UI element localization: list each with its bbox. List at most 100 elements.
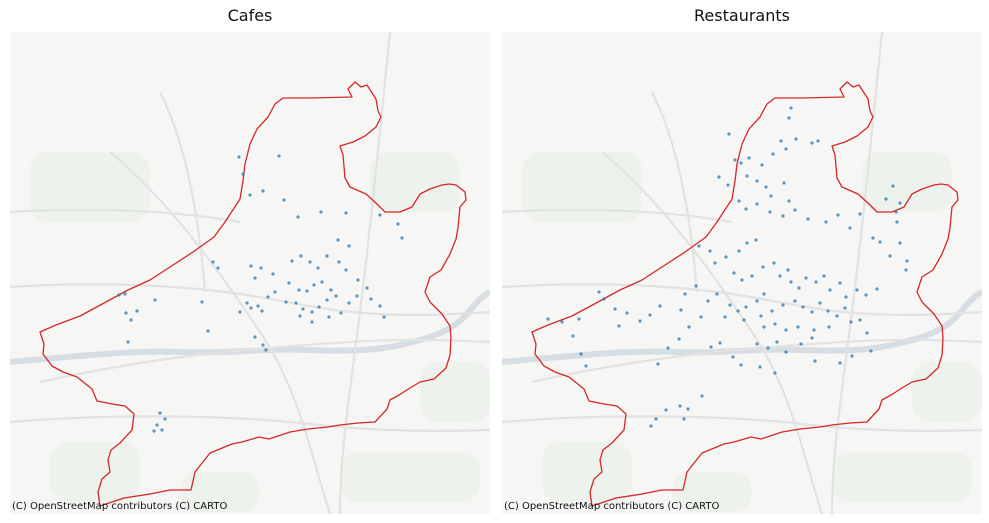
- location-point: [259, 266, 263, 270]
- location-point: [773, 371, 777, 375]
- location-point: [396, 222, 400, 226]
- location-point: [253, 276, 257, 280]
- location-point: [814, 280, 818, 284]
- location-point: [277, 154, 281, 158]
- location-point: [784, 328, 788, 332]
- location-point: [737, 249, 741, 253]
- road: [10, 208, 241, 224]
- basemap-cafes: [10, 32, 490, 514]
- location-point: [378, 304, 382, 308]
- location-point: [728, 303, 732, 307]
- location-point: [327, 315, 331, 319]
- location-point: [759, 314, 763, 318]
- location-point: [810, 141, 814, 145]
- map-attribution: (C) OpenStreetMap contributors (C) CARTO: [12, 501, 228, 512]
- location-point: [310, 320, 314, 324]
- location-point: [745, 174, 749, 178]
- road: [159, 91, 207, 293]
- location-point: [864, 293, 868, 297]
- location-point: [282, 198, 286, 202]
- location-point: [758, 365, 762, 369]
- location-point: [891, 184, 895, 188]
- location-point: [787, 199, 791, 203]
- location-point: [888, 254, 892, 258]
- location-point: [895, 220, 899, 224]
- location-point: [796, 325, 800, 329]
- location-point: [744, 207, 748, 211]
- location-point: [264, 348, 268, 352]
- location-point: [770, 309, 774, 313]
- location-point: [768, 210, 772, 214]
- location-point: [117, 293, 121, 297]
- location-point: [266, 295, 270, 299]
- location-point: [299, 254, 303, 258]
- location-point: [249, 306, 253, 310]
- location-point: [869, 349, 873, 353]
- map-attribution: (C) OpenStreetMap contributors (C) CARTO: [504, 501, 720, 512]
- location-point: [760, 163, 764, 167]
- location-point: [339, 311, 343, 315]
- location-point: [747, 156, 751, 160]
- location-point: [287, 281, 291, 285]
- location-point: [273, 290, 277, 294]
- location-point: [739, 363, 743, 367]
- location-point: [723, 315, 727, 319]
- location-point: [238, 310, 242, 314]
- location-point: [794, 137, 798, 141]
- location-point: [754, 238, 758, 242]
- location-point: [271, 272, 275, 276]
- location-point: [356, 278, 360, 282]
- location-point: [797, 286, 801, 290]
- road: [502, 208, 733, 224]
- map-restaurants[interactable]: (C) OpenStreetMap contributors (C) CARTO: [502, 32, 982, 514]
- location-point: [697, 244, 701, 248]
- panel-title-restaurants: Restaurants: [694, 6, 790, 25]
- location-point: [625, 311, 629, 315]
- location-point: [736, 309, 740, 313]
- location-point: [812, 328, 816, 332]
- location-point: [713, 261, 717, 265]
- location-point: [771, 152, 775, 156]
- park-area: [370, 152, 460, 212]
- location-point: [827, 325, 831, 329]
- location-point: [838, 361, 842, 365]
- location-point: [158, 411, 162, 415]
- map-cafes[interactable]: (C) OpenStreetMap contributors (C) CARTO: [10, 32, 490, 514]
- river-main: [502, 289, 982, 365]
- boundary-line: [39, 81, 467, 507]
- location-point: [546, 317, 550, 321]
- location-point: [781, 303, 785, 307]
- location-point: [301, 307, 305, 311]
- road: [502, 415, 982, 433]
- location-point: [678, 404, 682, 408]
- location-point: [308, 260, 312, 264]
- river-main: [10, 289, 490, 365]
- location-point: [369, 297, 373, 301]
- location-point: [682, 417, 686, 421]
- location-point: [806, 217, 810, 221]
- location-point: [755, 342, 759, 346]
- location-point: [699, 315, 703, 319]
- road: [109, 151, 332, 514]
- location-point: [664, 408, 668, 412]
- location-point: [801, 305, 805, 309]
- location-point: [732, 271, 736, 275]
- location-point: [706, 299, 710, 303]
- location-point: [249, 264, 253, 268]
- location-point: [875, 287, 879, 291]
- location-point: [597, 290, 601, 294]
- location-point: [810, 310, 814, 314]
- park-area: [862, 152, 952, 212]
- location-point: [560, 320, 564, 324]
- location-point: [305, 289, 309, 293]
- location-point: [666, 346, 670, 350]
- park-area: [912, 362, 982, 422]
- location-point: [617, 324, 621, 328]
- location-point: [782, 181, 786, 185]
- location-point: [325, 254, 329, 258]
- location-point: [810, 336, 814, 340]
- location-point: [686, 407, 690, 411]
- location-point: [858, 212, 862, 216]
- location-point: [571, 334, 575, 338]
- location-point: [613, 307, 617, 311]
